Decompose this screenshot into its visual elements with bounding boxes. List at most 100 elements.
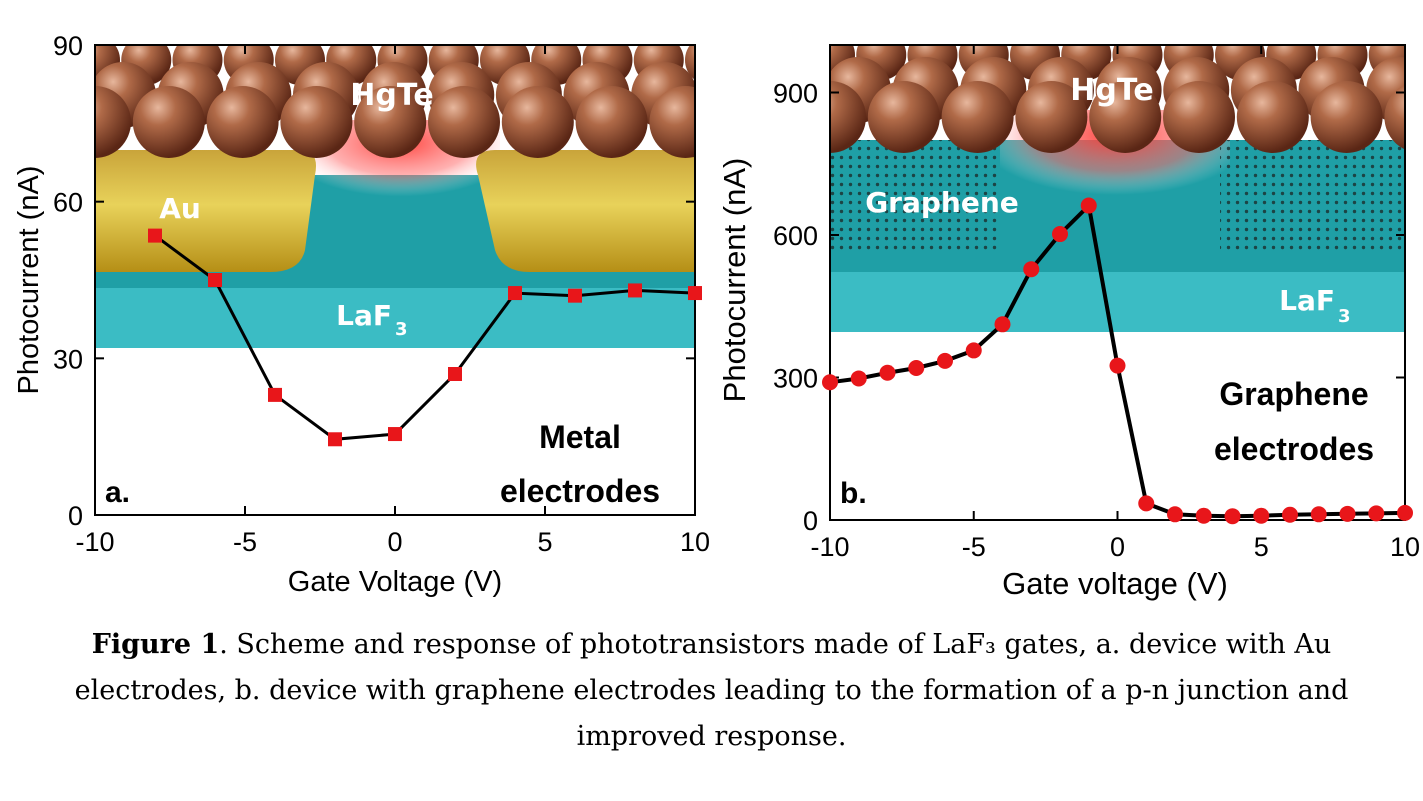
nanocrystal-ball [132,86,205,158]
nanocrystal-ball [1015,81,1088,153]
nanocrystal-ball [280,86,353,158]
caption-label: Figure 1 [91,629,220,660]
nanocrystal-ball [685,45,695,80]
nanocrystal-ball [830,81,866,153]
nanocrystal-ball [649,86,695,158]
laf3-layer-b [830,272,1405,332]
annotation-line1-b: Graphene [1219,376,1368,412]
graphene-right [1220,140,1405,250]
data-point-a [388,427,402,442]
data-point-a [328,432,342,447]
data-point-b [1310,506,1327,523]
data-point-b [1167,506,1183,523]
data-point-b [908,360,925,376]
annotation-line1-a: Metal [539,419,621,455]
x-tick-label-a: -10 [75,527,114,557]
graphene-left [830,140,1000,250]
nanocrystal-ball [699,62,765,128]
nanocrystal-ball [206,86,279,158]
x-tick-label-a: 0 [387,527,402,557]
graphene-label: Graphene [865,186,1019,219]
data-point-b [850,370,867,387]
y-tick-label-a: 60 [53,188,83,218]
data-point-b [937,352,953,369]
data-point-a [148,228,162,243]
data-point-b [994,316,1011,333]
data-point-b [1109,357,1126,374]
x-tick-label-a: 5 [537,527,552,557]
data-point-b [879,364,896,381]
data-point-b [1023,261,1040,278]
figure-caption: Figure 1. Scheme and response of phototr… [20,622,1403,760]
laf3-subscript-b: 3 [1338,306,1351,327]
x-axis-label-a: Gate Voltage (V) [288,566,502,598]
data-point-a [508,286,522,301]
data-point-b [822,374,838,391]
series-line-a [154,234,696,441]
data-point-a [688,286,702,301]
data-point-b [1195,507,1212,524]
nanocrystal-ball [354,86,427,158]
data-point-b [1282,506,1298,523]
chart-b: -10 -5 0 5 10 0 300 600 900 b. Graphene electrod… [717,44,1420,601]
caption-text: . Scheme and response of phototransistor… [74,629,1349,752]
nanocrystal-ball [95,86,131,158]
nanocrystal-ball [1163,81,1235,153]
data-point-b [965,342,982,359]
nanocrystal-ball [941,81,1014,153]
nanocrystal-ball [1384,84,1405,150]
y-tick-label-b: 600 [773,221,818,251]
data-point-a [628,283,642,298]
data-point-b [1138,495,1155,512]
x-tick-label-b: 0 [1110,532,1125,562]
gold-electrode-left [95,150,316,272]
x-tick-label-b: -5 [962,532,986,562]
x-tick-label-b: 5 [1254,532,1269,562]
y-tick-label-a: 90 [53,31,83,61]
y-tick-label-b: 900 [773,79,818,109]
y-tick-label-a: 0 [68,501,83,531]
y-tick-label-a: 30 [53,344,83,374]
data-point-b [1368,505,1385,522]
x-tick-label-a: -5 [233,527,257,557]
nanocrystal-ball [501,86,574,158]
nanocrystal-ball [867,81,940,153]
annotation-line2-a: electrodes [500,473,660,509]
data-point-a [268,387,282,402]
device-scheme-metal [95,45,765,350]
y-tick-label-b: 0 [803,506,818,536]
nanocrystal-ball [1236,81,1309,153]
device-scheme-graphene [830,45,1405,335]
x-tick-label-a: 10 [680,527,710,557]
panel-label-a: a. [105,476,130,509]
hgte-label-b: HgTe [1070,73,1153,108]
nanocrystal-ball [428,86,500,158]
laf3-label: LaF [336,299,392,332]
data-point-b [1253,507,1270,524]
laf3-layer [95,288,695,348]
x-axis-label-b: Gate voltage (V) [1002,566,1228,601]
panel-label-b: b. [840,477,867,510]
data-point-b [1397,504,1413,521]
nanocrystal-ball [1089,81,1162,153]
au-label: Au [159,192,201,225]
y-axis-label-b: Photocurrent (nA) [717,158,752,403]
nanocrystal-ball [575,86,648,158]
data-point-b [1052,226,1068,243]
chart-a: -10 -5 0 5 10 0 30 60 90 a. Metal electrodes Gat… [13,31,710,598]
annotation-line2-b: electrodes [1214,431,1374,467]
hgte-label: HgTe [350,78,433,113]
y-axis-label-a: Photocurrent (nA) [13,166,45,395]
data-point-a [208,273,222,287]
gold-electrode-right [476,150,695,272]
data-point-b [1339,505,1356,522]
data-point-a [568,288,582,303]
x-tick-label-b: -10 [810,532,849,562]
laf3-subscript: 3 [395,319,408,340]
data-point-b [1224,508,1241,525]
data-point-a [448,367,462,381]
x-tick-label-b: 10 [1390,532,1420,562]
data-point-b [1080,197,1097,214]
laf3-label-b: LaF [1279,284,1335,317]
